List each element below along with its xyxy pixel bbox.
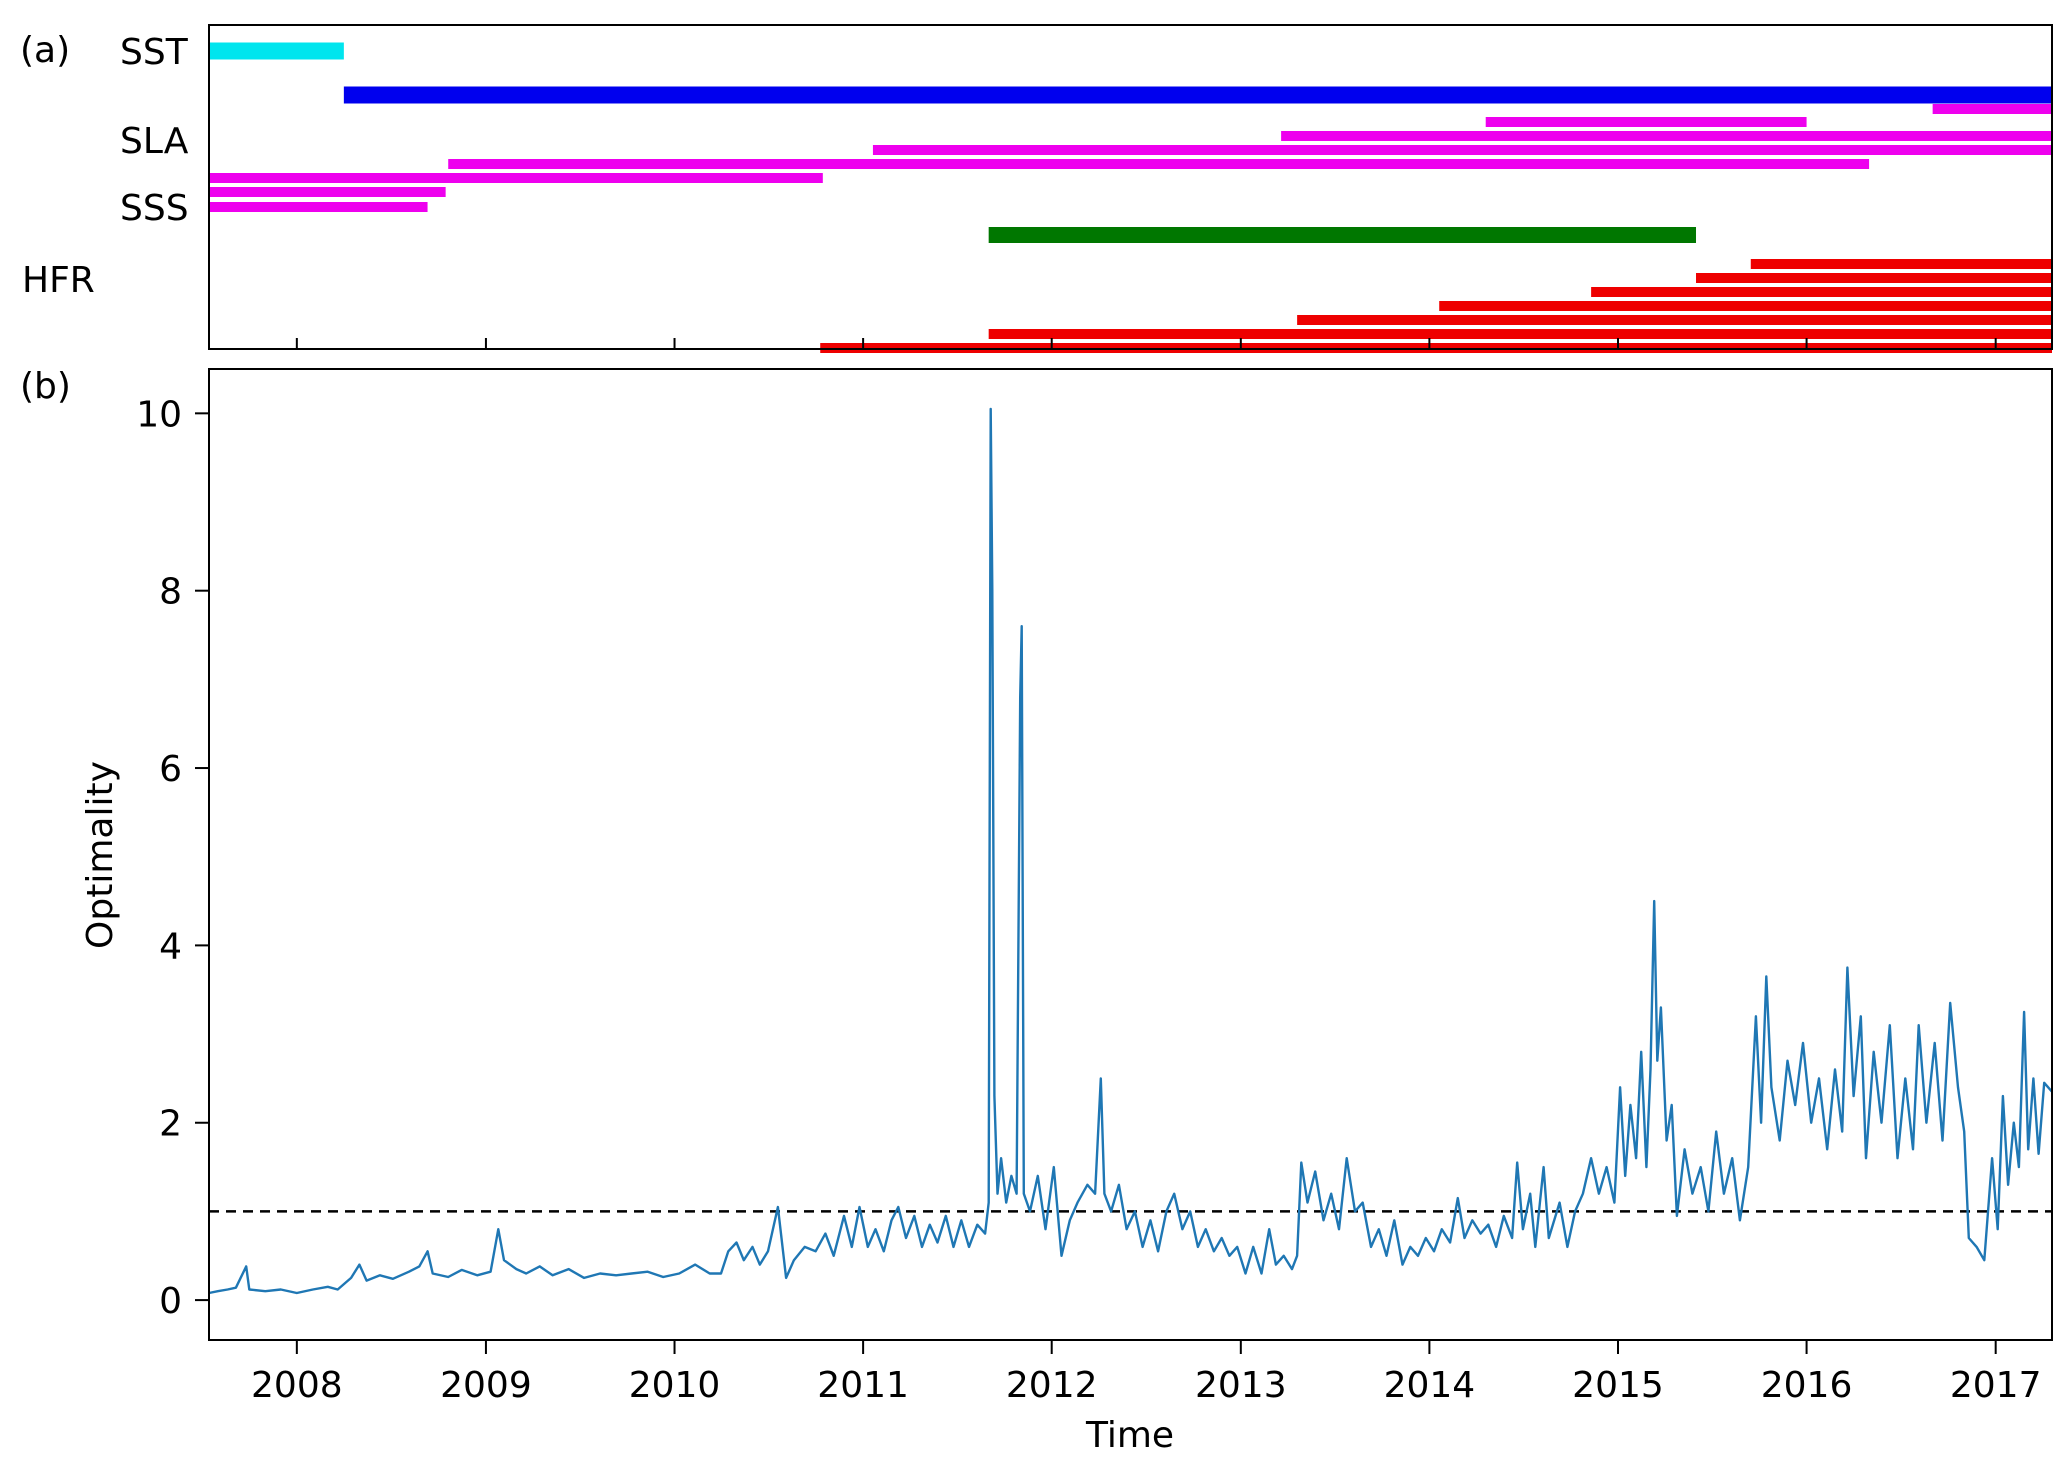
x-tick-label: 2017 [1950, 1365, 2042, 1406]
y-axis: 0 2 4 6 8 10 [136, 394, 209, 1322]
coverage-bar-sla [1281, 131, 2052, 141]
row-labels: SST SLA SSS HFR [22, 32, 189, 301]
y-tick-label: 8 [159, 572, 182, 613]
row-label-sst: SST [120, 32, 189, 73]
x-axis-label: Time [1085, 1415, 1174, 1456]
x-tick-label: 2011 [817, 1365, 909, 1406]
y-tick-label: 10 [136, 394, 182, 435]
x-tick-label: 2014 [1384, 1365, 1476, 1406]
plot-frame [208, 368, 2053, 1341]
coverage-bar-sla [872, 145, 2052, 155]
panel-b-label: (b) [20, 366, 71, 407]
x-tick-label: 2013 [1195, 1365, 1287, 1406]
y-tick-label: 4 [159, 926, 182, 967]
coverage-bar-hfr [1750, 259, 2052, 269]
optimality-series-line [208, 407, 2053, 1295]
coverage-bar-sst [343, 86, 2053, 104]
coverage-bar-hfr [1297, 315, 2052, 325]
x-tick-label: 2012 [1006, 1365, 1098, 1406]
y-tick-label: 6 [159, 749, 182, 790]
x-axis: 2008 2009 2010 2011 2012 2013 2014 2015 2016 2017 [251, 1340, 2041, 1406]
x-tick-label: 2009 [440, 1365, 532, 1406]
x-tick-label: 2015 [1572, 1365, 1664, 1406]
timeline-ticks [295, 338, 1997, 349]
y-axis-label: Optimality [80, 761, 121, 949]
x-tick-label: 2010 [629, 1365, 721, 1406]
coverage-bar-sla [209, 173, 823, 183]
x-tick-label: 2016 [1761, 1365, 1853, 1406]
row-label-sss: SSS [120, 188, 189, 229]
row-label-sla: SLA [120, 121, 189, 162]
y-tick-label: 0 [159, 1281, 182, 1322]
coverage-bar-sla [1485, 117, 1807, 127]
x-tick-label: 2008 [251, 1365, 343, 1406]
coverage-bar-sla [448, 159, 1870, 169]
timeline-frame [208, 24, 2053, 350]
coverage-bar-hfr [1696, 273, 2052, 283]
coverage-bar-sss [988, 227, 1697, 243]
coverage-bar-sst [209, 42, 344, 60]
coverage-bar-sla [209, 187, 446, 197]
coverage-bars [209, 42, 2053, 353]
coverage-bar-hfr [1591, 287, 2052, 297]
coverage-bar-sla [1932, 104, 2052, 114]
coverage-bar-sla [209, 202, 428, 212]
optimality-panel: 2008 2009 2010 2011 2012 2013 2014 2015 2016 2017… [80, 368, 2053, 1456]
y-tick-label: 2 [159, 1104, 182, 1145]
row-label-hfr: HFR [22, 260, 95, 301]
panel-a-label: (a) [20, 30, 70, 71]
coverage-bar-hfr [988, 329, 2052, 339]
coverage-bar-hfr [1439, 301, 2052, 311]
timeline-panel: SST SLA SSS HFR [22, 24, 2053, 353]
